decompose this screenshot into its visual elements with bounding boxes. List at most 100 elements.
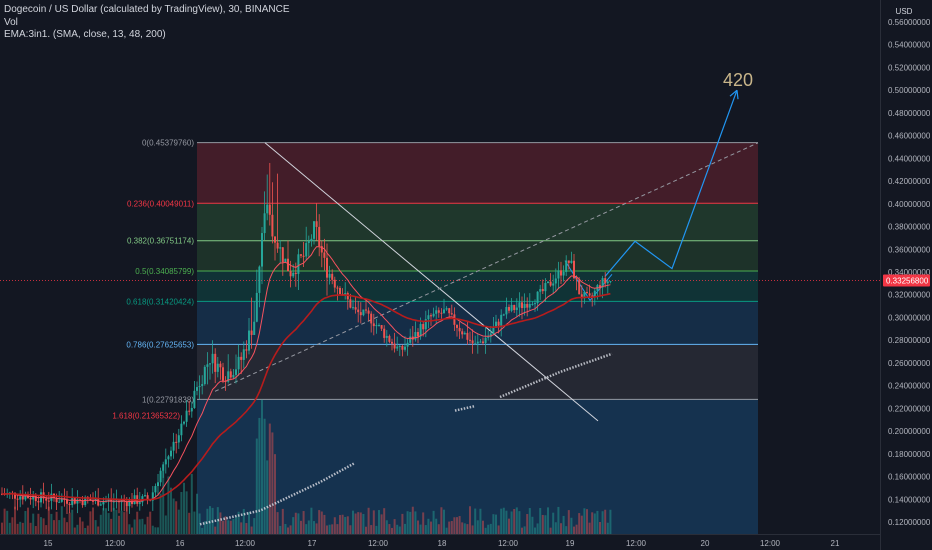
candle-body[interactable]: [261, 233, 263, 267]
candle-body[interactable]: [281, 247, 284, 263]
candle-body[interactable]: [60, 498, 63, 502]
candle-body[interactable]: [370, 313, 373, 324]
candle-body[interactable]: [27, 495, 29, 498]
symbol-title[interactable]: Dogecoin / US Dollar (calculated by Trad…: [4, 4, 290, 15]
candle-body[interactable]: [146, 495, 149, 500]
candle-body[interactable]: [417, 332, 419, 337]
candle-body[interactable]: [97, 498, 100, 506]
candle-body[interactable]: [175, 441, 178, 443]
candle-body[interactable]: [151, 492, 154, 501]
candle-body[interactable]: [232, 374, 235, 378]
candle-body[interactable]: [492, 327, 495, 334]
candle-body[interactable]: [297, 254, 300, 274]
candle-body[interactable]: [16, 498, 19, 500]
candle-body[interactable]: [573, 260, 575, 279]
candle-body[interactable]: [463, 332, 466, 335]
candle-body[interactable]: [128, 499, 131, 507]
candle-body[interactable]: [404, 346, 406, 350]
candle-body[interactable]: [196, 387, 198, 391]
candle-body[interactable]: [424, 319, 427, 330]
candle-body[interactable]: [214, 353, 217, 372]
candle-body[interactable]: [476, 341, 479, 344]
candle-body[interactable]: [302, 255, 305, 257]
candle-body[interactable]: [47, 500, 50, 502]
candle-body[interactable]: [45, 498, 48, 501]
candle-body[interactable]: [157, 482, 159, 487]
candle-body[interactable]: [331, 273, 334, 280]
candle-body[interactable]: [591, 295, 594, 297]
candle-body[interactable]: [107, 499, 110, 501]
candle-body[interactable]: [593, 290, 596, 297]
candle-body[interactable]: [32, 495, 35, 500]
candle-body[interactable]: [346, 293, 349, 300]
candle-body[interactable]: [170, 450, 172, 457]
candle-body[interactable]: [580, 294, 583, 299]
candle-body[interactable]: [328, 273, 331, 278]
candle-body[interactable]: [528, 304, 531, 308]
candle-body[interactable]: [466, 332, 469, 340]
candle-body[interactable]: [315, 221, 318, 227]
candle-body[interactable]: [162, 464, 165, 471]
candle-body[interactable]: [474, 343, 477, 345]
candle-body[interactable]: [391, 341, 393, 344]
candle-body[interactable]: [430, 315, 432, 317]
candle-body[interactable]: [159, 470, 162, 483]
candle-body[interactable]: [235, 369, 237, 375]
candle-body[interactable]: [313, 221, 315, 239]
candle-body[interactable]: [219, 363, 222, 368]
candle-body[interactable]: [167, 456, 170, 460]
candle-body[interactable]: [177, 435, 180, 443]
candle-body[interactable]: [84, 496, 87, 506]
candle-body[interactable]: [266, 204, 269, 214]
candle-body[interactable]: [521, 302, 523, 309]
candle-body[interactable]: [599, 285, 601, 288]
candle-body[interactable]: [515, 307, 518, 311]
candle-body[interactable]: [112, 501, 115, 503]
candle-body[interactable]: [99, 504, 102, 506]
candle-body[interactable]: [250, 330, 253, 335]
candle-body[interactable]: [222, 367, 224, 381]
candle-body[interactable]: [414, 332, 417, 340]
candle-body[interactable]: [284, 258, 287, 263]
candle-body[interactable]: [349, 299, 352, 308]
candle-body[interactable]: [185, 410, 188, 422]
candle-body[interactable]: [274, 236, 276, 243]
candle-body[interactable]: [144, 495, 146, 497]
candle-body[interactable]: [380, 325, 383, 329]
candle-body[interactable]: [21, 496, 24, 500]
candle-body[interactable]: [482, 341, 484, 343]
candle-body[interactable]: [378, 325, 380, 327]
candle-body[interactable]: [193, 390, 196, 408]
candle-body[interactable]: [500, 314, 503, 326]
candle-body[interactable]: [534, 303, 536, 305]
candle-body[interactable]: [227, 371, 230, 382]
candle-body[interactable]: [352, 307, 354, 309]
candle-body[interactable]: [276, 242, 279, 249]
candle-body[interactable]: [55, 498, 58, 503]
candle-body[interactable]: [495, 321, 497, 328]
candle-body[interactable]: [354, 307, 357, 310]
candle-body[interactable]: [245, 349, 248, 351]
candle-body[interactable]: [578, 279, 581, 295]
candle-body[interactable]: [310, 238, 313, 241]
candle-body[interactable]: [198, 386, 201, 388]
candle-body[interactable]: [237, 356, 240, 370]
candle-body[interactable]: [562, 271, 565, 276]
candle-body[interactable]: [557, 270, 560, 279]
candle-body[interactable]: [229, 371, 232, 378]
candle-body[interactable]: [76, 499, 79, 504]
candle-body[interactable]: [440, 312, 443, 314]
candle-body[interactable]: [183, 421, 185, 424]
candle-body[interactable]: [138, 502, 141, 504]
candle-body[interactable]: [453, 314, 456, 325]
candle-body[interactable]: [437, 310, 440, 313]
candle-body[interactable]: [164, 459, 167, 465]
candle-body[interactable]: [489, 333, 492, 337]
candle-body[interactable]: [357, 309, 360, 313]
candle-body[interactable]: [326, 257, 328, 278]
candle-body[interactable]: [242, 349, 245, 360]
candle-body[interactable]: [362, 309, 365, 316]
candle-body[interactable]: [203, 366, 206, 385]
candle-body[interactable]: [448, 308, 451, 314]
